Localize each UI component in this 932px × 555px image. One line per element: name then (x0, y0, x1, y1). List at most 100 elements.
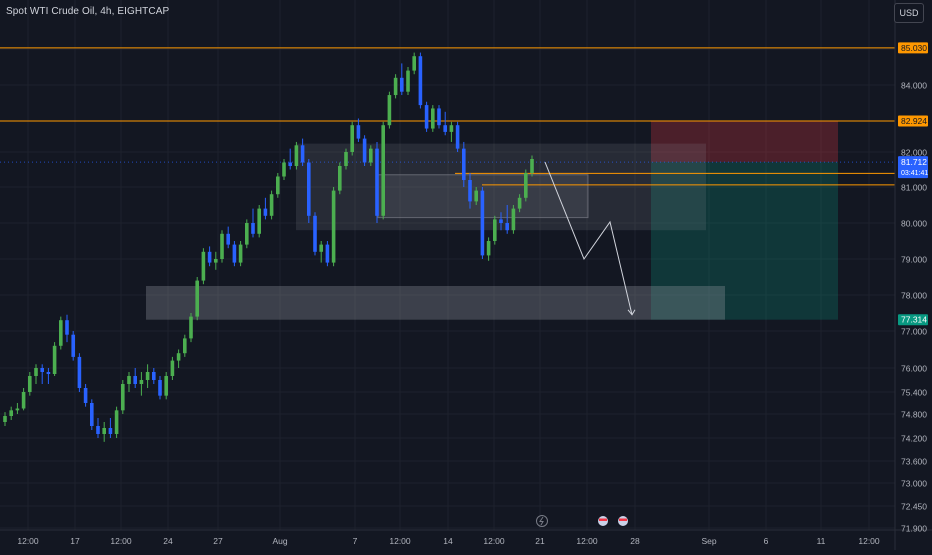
candle-body (232, 244, 237, 263)
y-tick-label: 79.000 (901, 255, 927, 265)
candle-body (214, 259, 218, 263)
candle-body (170, 360, 175, 376)
candle-body (505, 223, 509, 231)
candle-body (40, 368, 44, 372)
candle-body (424, 105, 429, 129)
candle-body (387, 95, 392, 126)
candle-body (52, 345, 57, 374)
candle-body (108, 428, 113, 434)
x-tick-label: Sep (701, 536, 716, 546)
bar-countdown-label: 03:41:41 (901, 170, 928, 177)
x-tick-label: 27 (213, 536, 223, 546)
candle-body (511, 208, 516, 231)
price-label-current-bg (898, 156, 928, 179)
candle-body (28, 376, 32, 392)
candle-body (83, 388, 88, 403)
price-label-stop: 82.924 (901, 116, 927, 126)
price-label-current: 81.712 (901, 157, 927, 167)
candle-body (276, 176, 280, 195)
y-tick-label: 78.000 (901, 291, 927, 301)
candle-body (288, 162, 292, 166)
candle-body (207, 251, 212, 263)
candle-body (164, 376, 168, 396)
candle-body (183, 338, 187, 354)
projection-arrowhead (627, 309, 636, 316)
earnings-event-icon[interactable] (536, 515, 548, 527)
candle-body (375, 148, 379, 216)
candle-body (449, 125, 454, 132)
price-label-resistance-bg (898, 42, 928, 54)
projection-path[interactable] (544, 161, 633, 315)
candle-body (127, 376, 131, 384)
candle-body (412, 56, 416, 71)
x-tick-label: 6 (764, 536, 769, 546)
y-tick-label: 80.000 (901, 219, 927, 229)
candle-body (226, 233, 230, 245)
y-tick-label: 73.000 (901, 479, 927, 489)
x-tick-label: Aug (272, 536, 287, 546)
candle-body (71, 334, 75, 357)
candle-body (195, 280, 199, 317)
lower-demand-zone[interactable] (146, 286, 725, 320)
y-tick-label: 84.000 (901, 81, 927, 91)
x-tick-label: 28 (630, 536, 640, 546)
candle-body (245, 223, 249, 245)
candle-body (443, 125, 447, 132)
candle-body (152, 372, 156, 380)
y-tick-label: 77.000 (901, 327, 927, 337)
candle-body (437, 108, 441, 126)
candle-body (220, 233, 224, 259)
candle-body (307, 162, 311, 216)
candle-body (325, 244, 330, 263)
candle-body (393, 77, 398, 96)
candle-body (59, 320, 63, 346)
x-tick-label: 7 (353, 536, 358, 546)
candle-body (102, 428, 106, 434)
candle-body (480, 190, 485, 256)
candle-body (96, 426, 100, 434)
x-tick-label: 12:00 (858, 536, 880, 546)
candle-body (362, 138, 367, 163)
stop-loss-area[interactable] (651, 121, 838, 163)
candle-body (90, 403, 94, 426)
candle-body (139, 380, 144, 384)
x-tick-label: 12:00 (483, 536, 505, 546)
candle-body (338, 166, 342, 191)
x-tick-label: 11 (817, 536, 826, 546)
candle-body (474, 190, 478, 202)
x-tick-label: 21 (535, 536, 545, 546)
candle-body (269, 194, 274, 216)
candle-body (350, 125, 354, 152)
candle-body (300, 145, 305, 163)
candle-body (189, 316, 193, 339)
y-tick-label: 71.900 (901, 524, 927, 534)
x-tick-label: 12:00 (576, 536, 598, 546)
candle-body (462, 148, 466, 180)
candle-body (158, 380, 162, 396)
candle-body (294, 145, 299, 166)
x-tick-label: 12:00 (17, 536, 39, 546)
candle-body (524, 173, 528, 198)
price-label-target-bg (898, 314, 928, 326)
take-profit-area[interactable] (651, 162, 838, 320)
x-tick-label: 12:00 (110, 536, 132, 546)
price-label-stop-bg (898, 115, 928, 127)
y-tick-label: 72.450 (901, 502, 927, 512)
candle-body (356, 125, 361, 139)
candle-body (499, 219, 503, 223)
candle-body (9, 410, 13, 416)
candle-body (455, 125, 460, 149)
currency-button[interactable]: USD (894, 3, 924, 23)
candle-body (46, 372, 51, 374)
candle-body (201, 251, 206, 281)
candle-body (493, 219, 497, 241)
candle-body (319, 244, 323, 252)
symbol-title: Spot WTI Crude Oil, 4h, EIGHTCAP (6, 6, 170, 17)
x-tick-label: 12:00 (389, 536, 411, 546)
candle-body (369, 148, 373, 163)
candle-body (176, 353, 181, 361)
y-tick-label: 76.000 (901, 364, 927, 374)
